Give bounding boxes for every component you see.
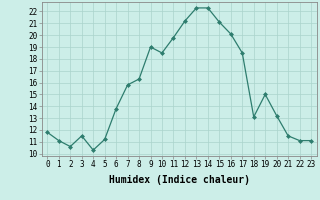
X-axis label: Humidex (Indice chaleur): Humidex (Indice chaleur) — [109, 175, 250, 185]
